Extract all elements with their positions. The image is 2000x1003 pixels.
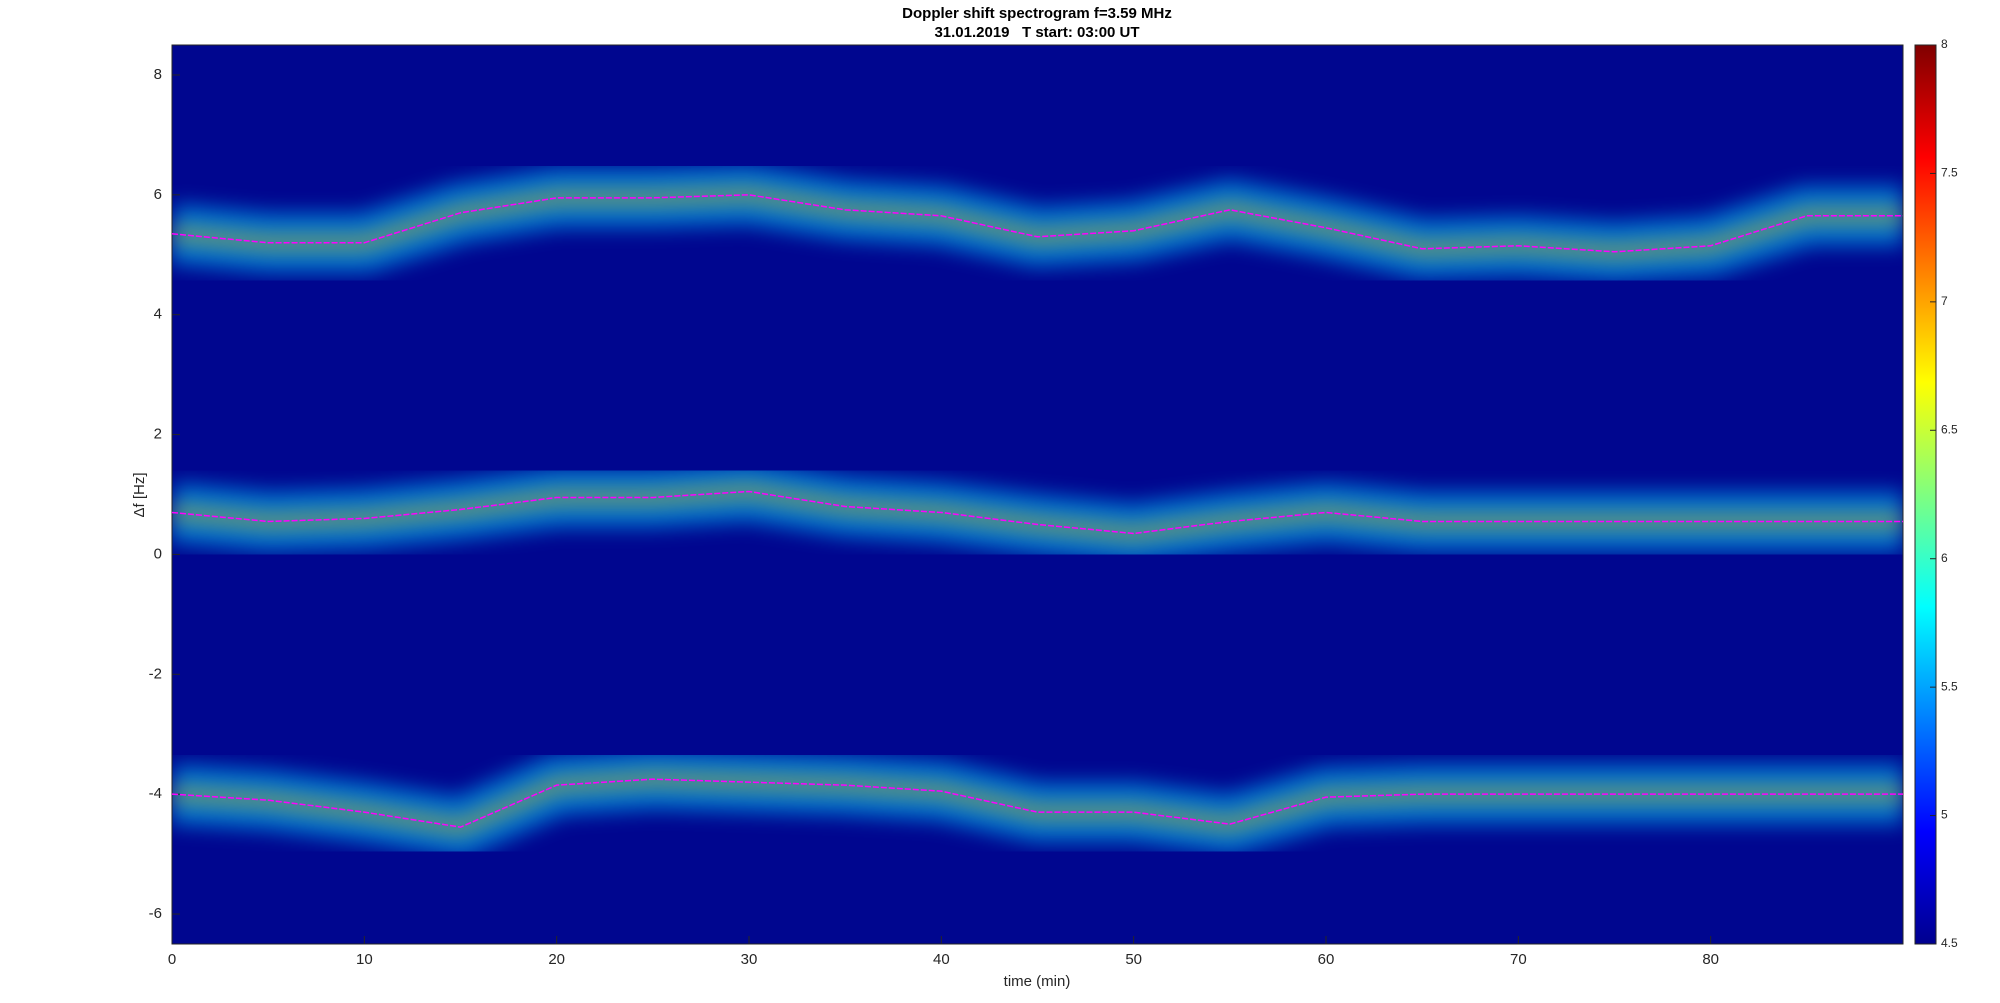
y-tick-label: 4 — [154, 306, 162, 323]
x-tick-label: 80 — [1702, 951, 1719, 968]
y-tick-label: -4 — [149, 785, 162, 802]
x-axis-label: time (min) — [1004, 973, 1071, 990]
x-tick-label: 60 — [1318, 951, 1335, 968]
x-tick-label: 10 — [356, 951, 373, 968]
plot-frame — [171, 44, 1904, 945]
x-tick-label: 30 — [741, 951, 758, 968]
colorbar-tick-label: 5 — [1941, 808, 1948, 822]
x-tick-label: 50 — [1125, 951, 1142, 968]
colorbar-tick-label: 6 — [1941, 551, 1948, 565]
trace-line — [171, 194, 1903, 253]
x-tick-label: 0 — [168, 951, 176, 968]
colorbar-tick-label: 7 — [1941, 294, 1948, 308]
x-tick-label: 20 — [548, 951, 565, 968]
trace-line — [171, 778, 1903, 828]
y-tick-label: -6 — [149, 905, 162, 922]
y-tick-label: 6 — [154, 186, 162, 203]
colorbar-tick-label: 8 — [1941, 37, 1948, 51]
y-tick-label: 2 — [154, 426, 162, 443]
trace-line — [171, 490, 1903, 535]
x-tick-label: 40 — [933, 951, 950, 968]
chart-subtitle: 31.01.2019 T start: 03:00 UT — [934, 24, 1139, 41]
colorbar-tick-label: 4.5 — [1941, 936, 1958, 950]
y-tick-label: 8 — [154, 66, 162, 83]
y-tick-label: -2 — [149, 665, 162, 682]
colorbar-tick-label: 6.5 — [1941, 422, 1958, 436]
colorbar-tick-label: 5.5 — [1941, 679, 1958, 693]
colorbar-tick-label: 7.5 — [1941, 166, 1958, 180]
chart-title: Doppler shift spectrogram f=3.59 MHz — [902, 5, 1172, 22]
y-tick-label: 0 — [154, 545, 162, 562]
x-tick-label: 70 — [1510, 951, 1527, 968]
colorbar — [1914, 44, 1937, 945]
y-axis-label: Δf [Hz] — [131, 472, 148, 517]
